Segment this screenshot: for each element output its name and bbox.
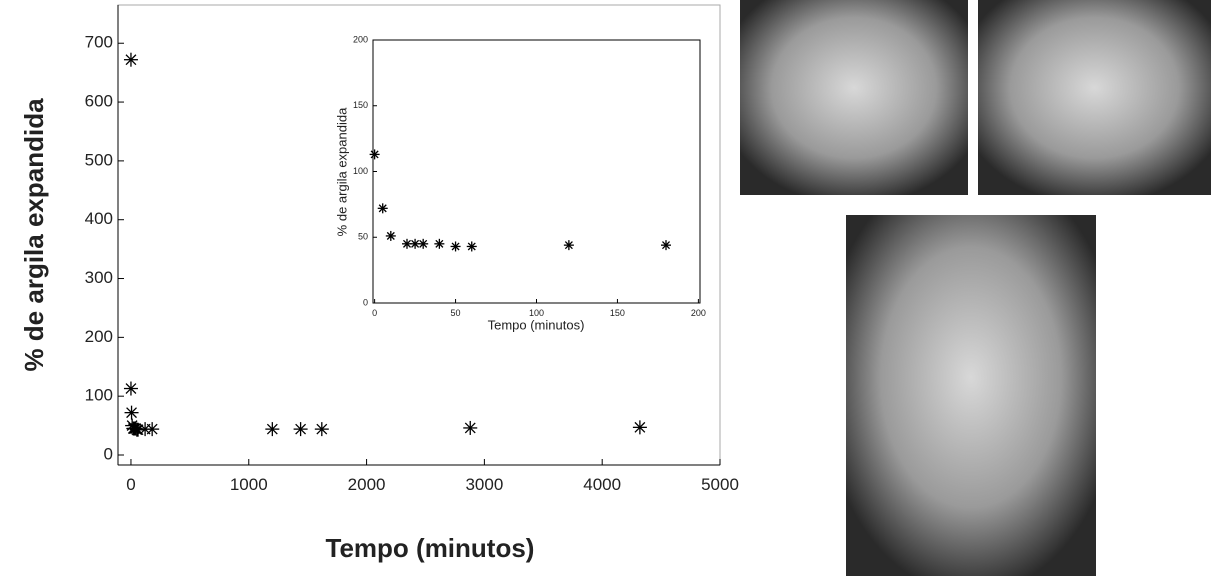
x-tick-label: 5000 — [701, 475, 739, 494]
asterisk-stroke — [132, 424, 144, 436]
x-tick-label: 200 — [691, 308, 706, 318]
y-tick-label: 700 — [85, 33, 113, 52]
y-tick-label: 100 — [353, 166, 368, 176]
photo — [740, 0, 968, 195]
point — [145, 422, 160, 437]
point — [418, 238, 429, 249]
point — [434, 238, 445, 249]
asterisk-stroke — [370, 150, 379, 159]
asterisk-stroke — [295, 423, 307, 435]
point — [369, 149, 380, 160]
point — [563, 240, 574, 251]
point — [314, 422, 329, 437]
asterisk-stroke — [378, 204, 387, 213]
x-axis-label: Tempo (minutos) — [326, 533, 535, 563]
x-tick-label: 0 — [372, 308, 377, 318]
asterisk-stroke — [316, 423, 328, 435]
point — [293, 422, 308, 437]
point — [410, 238, 421, 249]
point — [401, 238, 412, 249]
x-tick-label: 150 — [610, 308, 625, 318]
plot-frame — [372, 39, 701, 304]
point — [463, 420, 478, 435]
y-tick-label: 300 — [85, 268, 113, 287]
x-tick-label: 2000 — [348, 475, 386, 494]
photo — [846, 215, 1096, 576]
point — [385, 230, 396, 241]
point — [123, 381, 138, 396]
asterisk-stroke — [125, 383, 137, 394]
asterisk-stroke — [634, 421, 646, 433]
asterisk-stroke — [661, 241, 671, 250]
point — [377, 203, 388, 214]
point — [632, 420, 647, 435]
x-tick-label: 4000 — [583, 475, 621, 494]
asterisk-stroke — [419, 239, 428, 248]
y-tick-label: 0 — [104, 444, 113, 463]
asterisk-stroke — [402, 239, 412, 248]
y-tick-label: 50 — [358, 232, 368, 242]
y-tick-label: 150 — [353, 100, 368, 110]
point — [450, 241, 461, 252]
asterisk-stroke — [386, 231, 395, 240]
y-axis-label: % de argila expandida — [334, 107, 349, 236]
asterisk-stroke — [467, 242, 476, 251]
y-tick-label: 400 — [85, 209, 113, 228]
asterisk-stroke — [435, 239, 444, 248]
asterisk-stroke — [564, 241, 573, 250]
point — [265, 422, 280, 437]
x-tick-label: 0 — [126, 475, 135, 494]
asterisk-stroke — [146, 423, 158, 435]
asterisk-stroke — [266, 423, 278, 435]
asterisk-stroke — [125, 54, 137, 66]
x-axis-label: Tempo (minutos) — [488, 317, 585, 332]
point — [123, 52, 138, 67]
point — [661, 240, 672, 251]
y-tick-label: 100 — [85, 386, 113, 405]
y-axis-label: % de argila expandida — [19, 98, 49, 372]
y-tick-label: 0 — [363, 297, 368, 307]
y-tick-label: 200 — [85, 327, 113, 346]
point — [466, 241, 477, 252]
asterisk-stroke — [464, 422, 476, 434]
x-tick-label: 3000 — [465, 475, 503, 494]
x-tick-label: 1000 — [230, 475, 268, 494]
point — [124, 405, 139, 420]
asterisk-stroke — [126, 407, 137, 419]
asterisk-stroke — [411, 239, 420, 248]
y-tick-label: 500 — [85, 150, 113, 169]
x-tick-label: 100 — [529, 308, 544, 318]
y-tick-label: 600 — [85, 92, 113, 111]
x-tick-label: 50 — [451, 308, 461, 318]
asterisk-stroke — [451, 242, 460, 251]
photo — [978, 0, 1211, 195]
y-tick-label: 200 — [353, 34, 368, 44]
